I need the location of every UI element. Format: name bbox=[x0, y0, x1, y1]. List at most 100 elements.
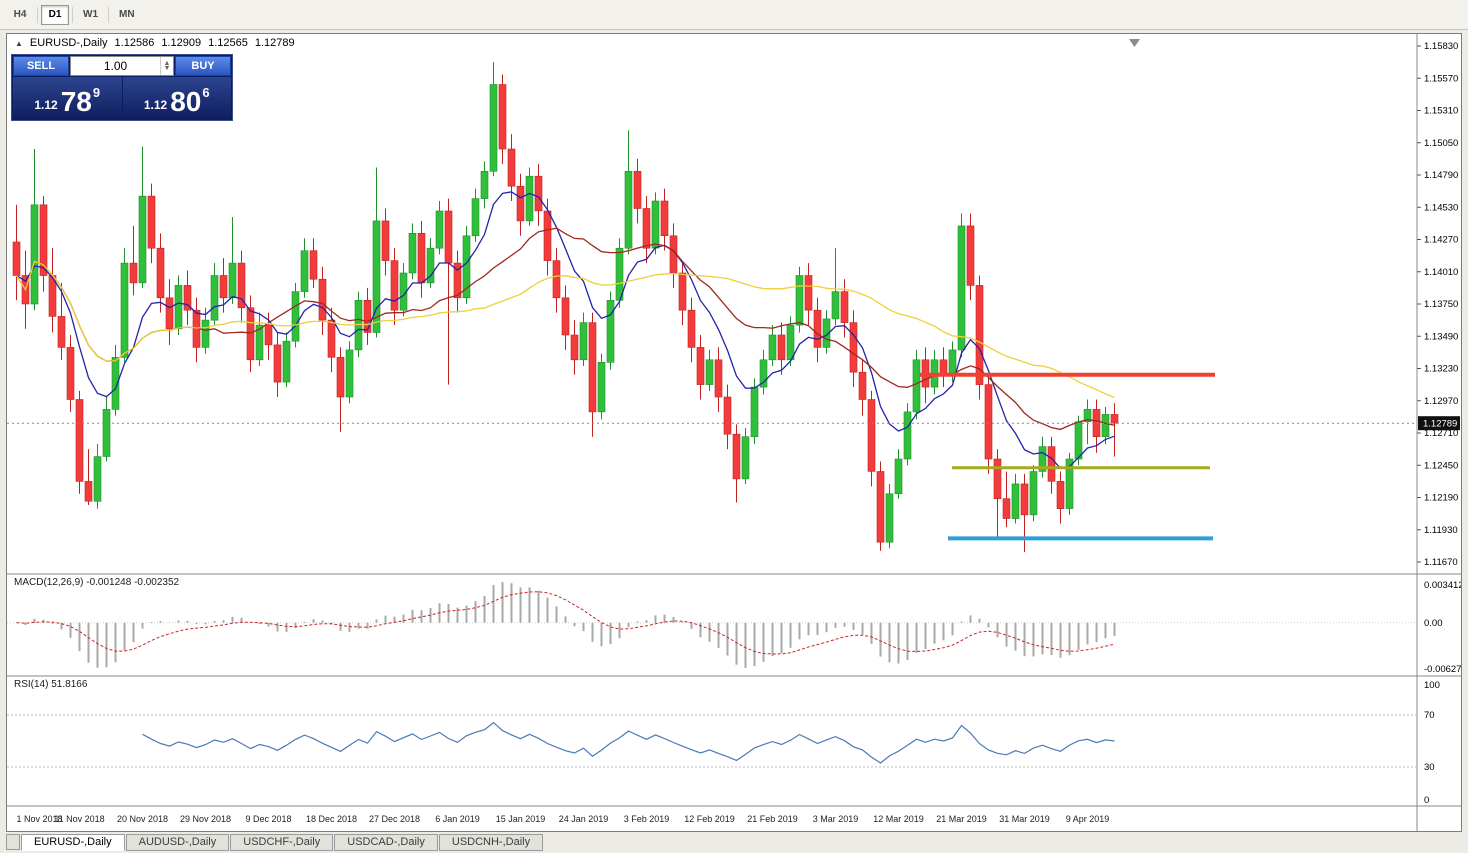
date-label: 18 Dec 2018 bbox=[306, 814, 357, 824]
candle-body bbox=[210, 275, 219, 321]
candle-body bbox=[66, 347, 75, 400]
candle-body bbox=[462, 235, 471, 299]
candle-body bbox=[696, 347, 705, 385]
price-tick-label: 1.15830 bbox=[1424, 41, 1458, 52]
candle-body bbox=[255, 324, 264, 361]
symbol-tab-usdcnh[interactable]: USDCNH-,Daily bbox=[438, 834, 544, 851]
candle-body bbox=[435, 210, 444, 249]
candle-body bbox=[831, 291, 840, 320]
candle-body bbox=[561, 297, 570, 336]
price-tick-label: 1.15310 bbox=[1424, 106, 1458, 117]
date-label: 12 Mar 2019 bbox=[873, 814, 924, 824]
tab-splitter[interactable] bbox=[6, 834, 20, 850]
timeframe-tab-d1[interactable]: D1 bbox=[41, 4, 69, 25]
candle-body bbox=[687, 309, 696, 348]
buy-price-pip: 6 bbox=[202, 85, 210, 100]
spinner-down-icon[interactable]: ▼ bbox=[163, 65, 171, 72]
candle-body bbox=[732, 433, 741, 480]
macd-indicator-label: MACD(12,26,9) -0.001248 -0.002352 bbox=[14, 577, 180, 588]
candle-body bbox=[885, 493, 894, 543]
candle-body bbox=[246, 307, 255, 361]
macd-axis-label: 0.003412 bbox=[1424, 580, 1461, 591]
date-label: 20 Nov 2018 bbox=[117, 814, 168, 824]
candle-body bbox=[444, 210, 453, 264]
candle-body bbox=[300, 250, 309, 292]
candle-body bbox=[228, 262, 237, 299]
candle-body bbox=[372, 220, 381, 333]
toolbar-divider bbox=[72, 6, 73, 23]
moving-average-9 bbox=[16, 191, 1115, 470]
moving-average-21 bbox=[15, 227, 1115, 431]
candle-body bbox=[858, 371, 867, 400]
trade-controls-row: SELL 1.00 ▲ ▼ BUY bbox=[13, 56, 231, 76]
one-click-toggle-icon[interactable]: ▲ bbox=[15, 38, 23, 48]
candle-body bbox=[273, 344, 282, 383]
timeframe-toolbar: H4 D1 W1 MN bbox=[0, 0, 1468, 30]
candle-body bbox=[660, 200, 669, 237]
symbol-tab-eurusd[interactable]: EURUSD-,Daily bbox=[21, 834, 125, 851]
candle-body bbox=[390, 260, 399, 311]
symbol-tab-usdcad[interactable]: USDCAD-,Daily bbox=[334, 834, 438, 851]
sell-price-button[interactable]: 1.12 78 9 bbox=[13, 77, 122, 119]
candle-body bbox=[39, 204, 48, 276]
symbol-tab-usdchf[interactable]: USDCHF-,Daily bbox=[230, 834, 334, 851]
buy-price-button[interactable]: 1.12 80 6 bbox=[122, 77, 231, 119]
candle-body bbox=[1011, 483, 1020, 519]
candle-body bbox=[867, 399, 876, 472]
candle-body bbox=[705, 359, 714, 385]
sell-price-prefix: 1.12 bbox=[34, 98, 58, 112]
candle-body bbox=[822, 318, 831, 348]
buy-button[interactable]: BUY bbox=[175, 56, 231, 76]
candle-body bbox=[174, 285, 183, 330]
buy-price-main: 80 bbox=[170, 86, 202, 118]
candle-body bbox=[894, 458, 903, 495]
candle-body bbox=[948, 349, 957, 375]
candle-body bbox=[111, 356, 120, 410]
moving-average-50 bbox=[15, 260, 1115, 399]
candle-body bbox=[588, 322, 597, 413]
symbol-tab-audusd[interactable]: AUDUSD-,Daily bbox=[125, 834, 230, 851]
date-label: 6 Jan 2019 bbox=[435, 814, 480, 824]
bid-price-badge bbox=[1418, 416, 1460, 431]
timeframe-tab-h4[interactable]: H4 bbox=[13, 9, 27, 20]
candle-body bbox=[579, 322, 588, 361]
candle-body bbox=[507, 148, 516, 187]
candle-body bbox=[903, 411, 912, 460]
candle-body bbox=[183, 285, 192, 311]
spinner-up-icon[interactable]: ▲ bbox=[163, 60, 171, 67]
chart-window[interactable]: 1.15830 1.15570 1.15310 1.15050 1.14790 1.145… bbox=[6, 33, 1462, 832]
sell-button[interactable]: SELL bbox=[13, 56, 69, 76]
candle-body bbox=[120, 262, 129, 358]
candle-body bbox=[489, 84, 498, 172]
sell-price-main: 78 bbox=[60, 86, 92, 118]
sell-price-pip: 9 bbox=[92, 85, 101, 100]
timeframe-tab-mn[interactable]: MN bbox=[119, 9, 135, 20]
volume-spinner[interactable]: ▲ ▼ bbox=[160, 57, 173, 75]
date-label: 24 Jan 2019 bbox=[559, 814, 609, 824]
candle-body bbox=[156, 247, 165, 299]
candle-body bbox=[1047, 446, 1056, 482]
candle-body bbox=[453, 262, 462, 299]
candle-body bbox=[786, 324, 795, 361]
candle-body bbox=[966, 225, 975, 286]
timeframe-tab-w1[interactable]: W1 bbox=[83, 9, 98, 20]
chart-canvas[interactable]: 1.15830 1.15570 1.15310 1.15050 1.14790 1.145… bbox=[7, 34, 1461, 831]
candle-body bbox=[759, 359, 768, 388]
price-tick-label: 1.11670 bbox=[1424, 557, 1458, 568]
candle-body bbox=[993, 458, 1002, 500]
candle-body bbox=[984, 384, 993, 460]
volume-stepper[interactable]: 1.00 ▲ ▼ bbox=[70, 56, 174, 76]
price-tick-label: 1.14270 bbox=[1424, 235, 1458, 246]
candle-body bbox=[795, 275, 804, 326]
candle-body bbox=[147, 195, 156, 249]
ohlc-open: 1.12586 bbox=[114, 37, 155, 49]
candle-body bbox=[318, 278, 327, 321]
candle-body bbox=[498, 84, 507, 150]
candle-body bbox=[939, 359, 948, 375]
candle-body bbox=[804, 275, 813, 311]
candle-body bbox=[957, 225, 966, 351]
candle-body bbox=[633, 171, 642, 209]
candle-body bbox=[30, 204, 39, 305]
candle-body bbox=[291, 291, 300, 342]
